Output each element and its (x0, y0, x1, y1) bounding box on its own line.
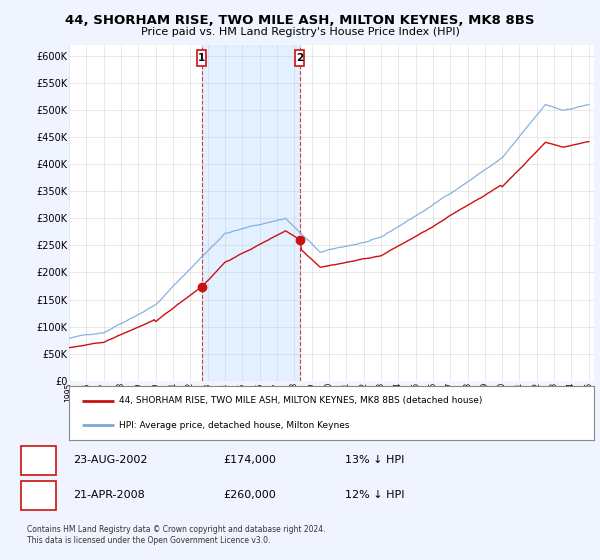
Text: £174,000: £174,000 (223, 455, 277, 465)
Text: 1: 1 (34, 454, 43, 467)
Text: 44, SHORHAM RISE, TWO MILE ASH, MILTON KEYNES, MK8 8BS (detached house): 44, SHORHAM RISE, TWO MILE ASH, MILTON K… (119, 396, 482, 405)
Text: 13% ↓ HPI: 13% ↓ HPI (345, 455, 404, 465)
Bar (21, 480, 56, 510)
Bar (21, 446, 56, 475)
Text: 21-APR-2008: 21-APR-2008 (73, 490, 145, 500)
Bar (202, 45, 299, 381)
Text: Price paid vs. HM Land Registry's House Price Index (HPI): Price paid vs. HM Land Registry's House … (140, 27, 460, 38)
Text: 1: 1 (198, 53, 205, 63)
Text: 44, SHORHAM RISE, TWO MILE ASH, MILTON KEYNES, MK8 8BS: 44, SHORHAM RISE, TWO MILE ASH, MILTON K… (65, 14, 535, 27)
Bar (197, 50, 206, 67)
Text: 2: 2 (296, 53, 303, 63)
Text: HPI: Average price, detached house, Milton Keynes: HPI: Average price, detached house, Milt… (119, 421, 349, 430)
Text: 12% ↓ HPI: 12% ↓ HPI (345, 490, 404, 500)
Text: £260,000: £260,000 (223, 490, 276, 500)
Text: 2: 2 (34, 489, 43, 502)
Text: Contains HM Land Registry data © Crown copyright and database right 2024.
This d: Contains HM Land Registry data © Crown c… (26, 525, 325, 545)
Text: 23-AUG-2002: 23-AUG-2002 (73, 455, 148, 465)
Bar (295, 50, 304, 67)
